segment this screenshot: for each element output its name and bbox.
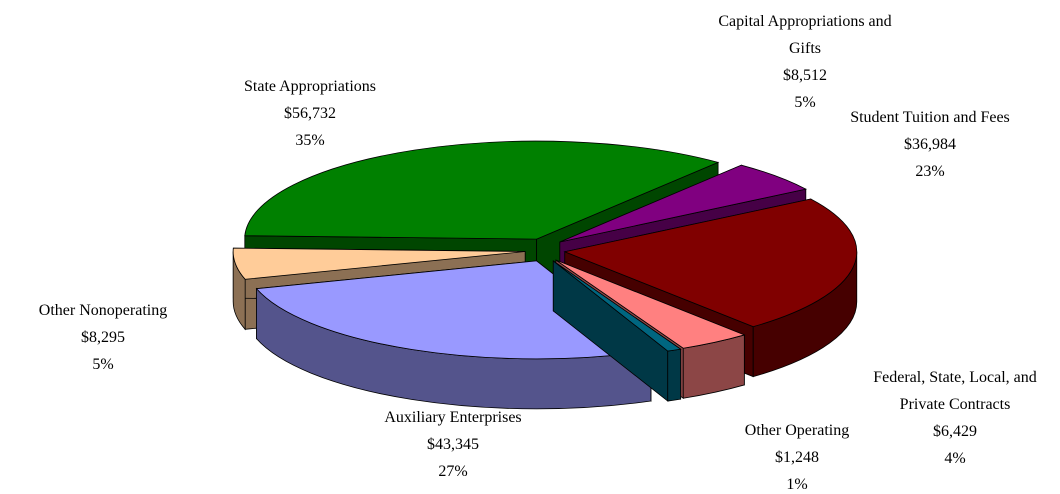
slice-label: State Appropriations $56,732 35% bbox=[180, 73, 440, 154]
percent-label: 5% bbox=[794, 94, 816, 111]
value-label: $43,345 bbox=[427, 436, 479, 453]
slice-label: Federal, State, Local, and Private Contr… bbox=[870, 364, 1040, 472]
category-label: Other Nonoperating bbox=[38, 302, 168, 319]
percent-label: 27% bbox=[438, 463, 468, 480]
category-label: Other Operating bbox=[744, 422, 850, 439]
value-label: $6,429 bbox=[933, 423, 977, 440]
percent-label: 35% bbox=[295, 132, 325, 149]
slice-label: Other Operating $1,248 1% bbox=[697, 417, 897, 494]
percent-label: 4% bbox=[944, 450, 966, 467]
slice bbox=[255, 260, 652, 360]
slice bbox=[563, 198, 858, 328]
slice bbox=[555, 259, 746, 349]
category-label: Federal, State, Local, and Private Contr… bbox=[873, 369, 1037, 413]
value-label: $8,512 bbox=[783, 67, 827, 84]
slice bbox=[244, 140, 720, 240]
slice bbox=[232, 247, 526, 280]
slice-wall bbox=[667, 348, 682, 402]
category-label: Auxiliary Enterprises bbox=[384, 409, 522, 426]
slice bbox=[553, 260, 682, 352]
value-label: $36,984 bbox=[904, 136, 956, 153]
percent-label: 5% bbox=[92, 356, 114, 373]
category-label: State Appropriations bbox=[244, 78, 376, 95]
percent-label: 23% bbox=[915, 163, 945, 180]
percent-label: 1% bbox=[786, 476, 808, 493]
slice-label: Capital Appropriations and Gifts $8,512 5% bbox=[715, 8, 895, 116]
value-label: $1,248 bbox=[775, 449, 819, 466]
slice-label: Other Nonoperating $8,295 5% bbox=[0, 297, 223, 378]
slice-label: Student Tuition and Fees $36,984 23% bbox=[850, 104, 1010, 185]
category-label: Student Tuition and Fees bbox=[850, 109, 1010, 126]
value-label: $56,732 bbox=[284, 105, 336, 122]
slice-label: Auxiliary Enterprises $43,345 27% bbox=[323, 404, 583, 485]
slice bbox=[559, 164, 807, 243]
category-label: Capital Appropriations and Gifts bbox=[718, 13, 892, 57]
value-label: $8,295 bbox=[81, 329, 125, 346]
